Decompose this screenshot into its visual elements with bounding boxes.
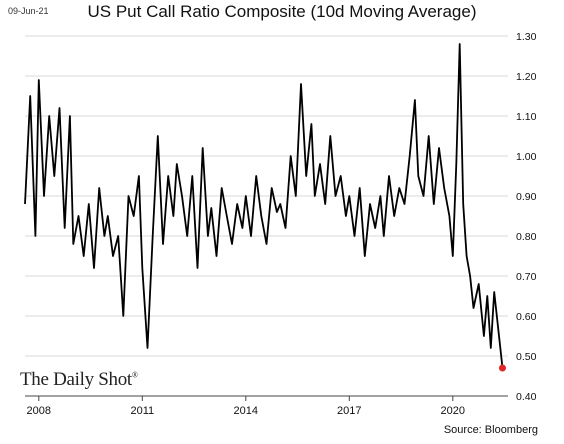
brand-logo: The Daily Shot® — [20, 369, 138, 391]
y-tick-label: 0.90 — [516, 191, 537, 203]
source-note: Source: Bloomberg — [443, 424, 538, 436]
brand-mark: ® — [131, 370, 138, 380]
y-tick-label: 1.30 — [516, 31, 537, 43]
y-tick-label: 1.10 — [516, 111, 537, 123]
axes: 0.40 0.50 0.60 0.70 0.80 0.90 1.00 1.10 1.20 1.30… — [25, 31, 537, 417]
chart-title: US Put Call Ratio Composite (10d Moving … — [87, 2, 477, 21]
x-tick-label: 2008 — [27, 405, 51, 417]
series-layer — [24, 43, 506, 372]
series-line — [24, 43, 504, 369]
x-tick-label: 2014 — [234, 405, 258, 417]
y-tick-label: 0.60 — [516, 311, 537, 323]
date-stamp: 09-Jun-21 — [8, 6, 49, 16]
x-tick-label: 2020 — [441, 405, 465, 417]
x-tick-label: 2017 — [337, 405, 361, 417]
y-tick-label: 0.80 — [516, 231, 537, 243]
y-tick-label: 0.50 — [516, 351, 537, 363]
y-tick-label: 1.20 — [516, 71, 537, 83]
y-tick-label: 1.00 — [516, 151, 537, 163]
y-tick-label: 0.70 — [516, 271, 537, 283]
brand-text: The Daily Shot — [20, 369, 132, 390]
last-value-marker — [498, 364, 506, 372]
y-tick-label: 0.40 — [516, 391, 537, 403]
x-tick-label: 2011 — [130, 405, 154, 417]
